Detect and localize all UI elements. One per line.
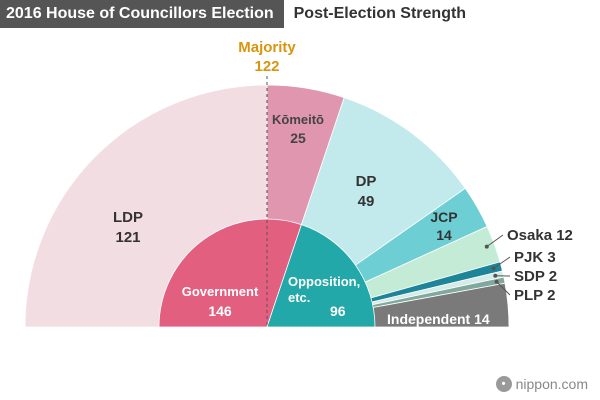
plp-leader-dot [494,279,499,284]
opposition-etc-slice [266,224,376,328]
sdp-label: SDP 2 [514,268,557,285]
chart-subtitle: Post-Election Strength [293,5,467,22]
chart-title: 2016 House of Councillors Election [0,0,284,28]
dp-label: DP [356,173,377,190]
osaka-label: Osaka 12 [507,227,573,244]
pjk-label: PJK 3 [514,249,556,266]
independent-label: Independent 14 [387,311,490,327]
pjk-leader-dot [491,266,496,271]
osaka-leader-dot [484,244,489,249]
government-slice [158,218,302,328]
komeito-value: 25 [290,130,306,146]
dp-value: 49 [358,193,375,210]
pjk-leader-line [493,256,511,269]
majority-label: Majority [238,39,296,56]
government-label: Government [182,284,259,299]
osaka-leader-line [486,234,504,248]
brand-text: nippon.com [515,376,588,392]
opposition-value: 96 [330,303,346,319]
ldp-label: LDP [113,209,143,226]
majority-value: 122 [254,58,279,75]
opposition-label-line1: Opposition, [288,274,360,289]
chart-header: 2016 House of Councillors Election Post-… [0,0,466,28]
ldp-value: 121 [115,229,140,246]
jcp-value: 14 [436,227,452,243]
sdp-leader-dot [493,273,498,278]
speech-bubble-icon: • [495,376,512,392]
plp-label: PLP 2 [514,287,555,304]
komeito-label: Kōmeitō [272,112,324,127]
government-value: 146 [208,303,232,319]
plp-leader-line [496,281,511,296]
opposition-label-line2: etc. [288,290,310,305]
jcp-label: JCP [430,209,457,225]
brand-logo: • nippon.com [495,376,588,392]
